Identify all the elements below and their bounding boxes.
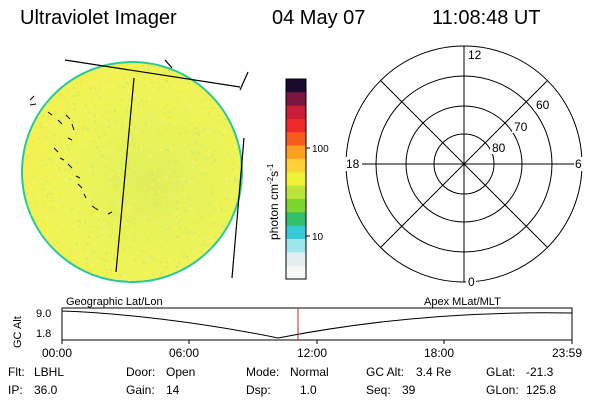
status-gain-value: 14 — [166, 383, 180, 397]
mlt-label-0: 0 — [468, 275, 475, 289]
orbit-left-title: Geographic Lat/Lon — [66, 296, 163, 308]
uv-image-panel — [21, 59, 249, 283]
polar-diagonal-2 — [380, 80, 548, 248]
grid-line-lon1 — [115, 77, 135, 273]
colorbar-tick-10: 10 — [312, 232, 324, 243]
colorbar: 100 10 photon cm-2s-1 — [266, 78, 329, 280]
status-door-value: Open — [166, 365, 195, 379]
polar-grid — [345, 45, 583, 283]
colorbar-gradient — [286, 79, 306, 280]
mlt-label-12: 12 — [468, 48, 482, 62]
status-door-label: Door: — [126, 365, 155, 379]
mlt-label-6: 6 — [575, 157, 582, 171]
status-mode-value: Normal — [290, 365, 329, 379]
mlat-label-80: 80 — [492, 141, 506, 155]
status-flt-label: Flt: — [8, 365, 25, 379]
header-date: 04 May 07 — [272, 7, 365, 29]
colorbar-frame — [285, 78, 307, 280]
grid-line-edge — [239, 71, 249, 91]
status-gain-label: Gain: — [126, 383, 155, 397]
grid-line-short — [164, 59, 173, 69]
status-gcalt-value: 3.4 Re — [416, 365, 452, 379]
orbit-plot: Geographic Lat/Lon Apex MLat/MLT GC Alt … — [12, 296, 582, 360]
coastline-dashes — [29, 95, 113, 215]
status-glat-label: GLat: — [486, 365, 515, 379]
status-glon-value: 125.8 — [526, 383, 556, 397]
status-flt-value: LBHL — [34, 365, 64, 379]
status-dsp-value: 1.0 — [300, 383, 317, 397]
status-seq-label: Seq: — [366, 383, 391, 397]
mlat-label-70: 70 — [514, 120, 528, 134]
status-readout: Flt: LBHL Door: Open Mode: Normal GC Alt… — [8, 365, 556, 397]
status-gcalt-label: GC Alt: — [366, 365, 404, 379]
status-glon-label: GLon: — [486, 383, 519, 397]
orbit-xtick-1200: 12:00 — [297, 346, 327, 360]
app-title: Ultraviolet Imager — [20, 7, 177, 29]
status-seq-value: 39 — [402, 383, 416, 397]
colorbar-unit-label: photon cm-2s-1 — [266, 163, 281, 240]
mlt-label-18: 18 — [346, 157, 360, 171]
orbit-xtick-0600: 06:00 — [169, 346, 199, 360]
orbit-plot-frame — [61, 307, 573, 341]
status-ip-value: 36.0 — [34, 383, 58, 397]
orbit-ytick-9: 9.0 — [36, 308, 51, 320]
status-ip-label: IP: — [8, 383, 23, 397]
orbit-xtick-0000: 00:00 — [42, 346, 72, 360]
grid-line-lat — [64, 59, 241, 88]
colorbar-tick-100: 100 — [312, 144, 329, 155]
orbit-ytick-1-8: 1.8 — [36, 328, 51, 340]
status-glat-value: -21.3 — [526, 365, 554, 379]
orbit-xtick-2359: 23:59 — [552, 346, 582, 360]
grid-line-lon2 — [231, 137, 245, 279]
orbit-xtick-1800: 18:00 — [424, 346, 454, 360]
status-dsp-label: Dsp: — [246, 383, 271, 397]
header-time: 11:08:48 UT — [432, 7, 541, 29]
status-mode-label: Mode: — [246, 365, 279, 379]
orbit-altitude-curve — [61, 310, 573, 339]
orbit-ylabel: GC Alt — [12, 316, 24, 348]
orbit-right-title: Apex MLat/MLT — [424, 296, 501, 308]
mlat-label-60: 60 — [536, 98, 550, 112]
uv-image-limb — [21, 61, 243, 283]
